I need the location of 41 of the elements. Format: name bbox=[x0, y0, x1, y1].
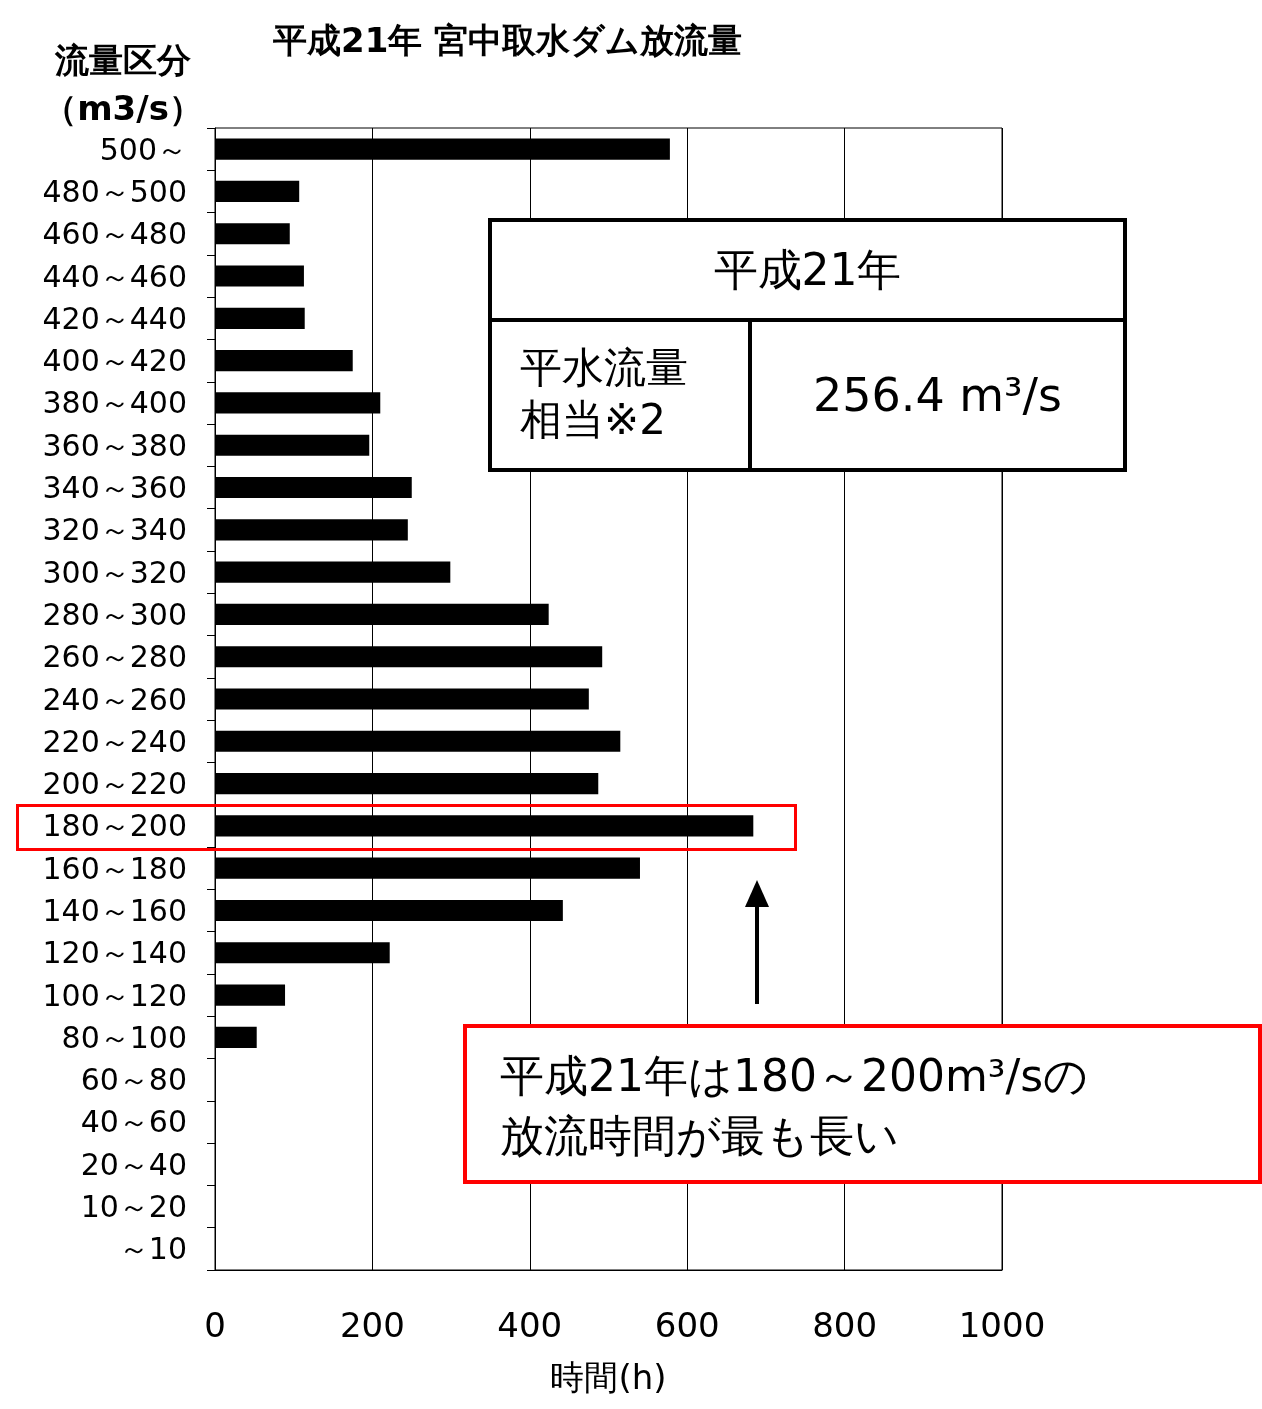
y-tick-label: 220～240 bbox=[42, 723, 187, 759]
y-tick-label: 280～300 bbox=[42, 596, 187, 632]
y-tick-label: 160～180 bbox=[42, 850, 187, 886]
y-tick-label: 40～60 bbox=[80, 1104, 187, 1140]
x-tick-label: 600 bbox=[654, 1305, 720, 1345]
y-axis-title: 流量区分（m3/s） bbox=[42, 39, 204, 130]
y-tick-label: 360～380 bbox=[42, 427, 187, 463]
x-tick-label: 1000 bbox=[958, 1305, 1046, 1345]
chart-title: 平成21年 宮中取水ダム放流量 bbox=[272, 20, 743, 60]
y-tick-label: 200～220 bbox=[42, 766, 187, 802]
x-tick-label: 0 bbox=[204, 1305, 226, 1345]
x-tick-label: 400 bbox=[497, 1305, 563, 1345]
y-tick-label: 380～400 bbox=[42, 385, 187, 421]
y-tick-label: 260～280 bbox=[42, 639, 187, 675]
y-tick-label: 480～500 bbox=[42, 173, 187, 209]
y-tick-label: 400～420 bbox=[42, 343, 187, 379]
x-axis-title: 時間(h) bbox=[550, 1357, 667, 1397]
y-tick-label: 10～20 bbox=[80, 1189, 187, 1225]
summary-table: 平成21年 平水流量相当※2 256.4 m³/s bbox=[488, 218, 1127, 472]
annotation: 平成21年は180～200m³/sの放流時間が最も長い bbox=[500, 1049, 1090, 1163]
y-tick-label: 320～340 bbox=[42, 512, 187, 548]
y-tick-label: 460～480 bbox=[42, 216, 187, 252]
y-tick-label: 240～260 bbox=[42, 681, 187, 717]
annotation: 平水流量相当※2 bbox=[520, 342, 689, 446]
y-tick-label: 300～320 bbox=[42, 554, 187, 590]
y-tick-label: 500～ bbox=[99, 131, 187, 167]
y-tick-label: 180～200 bbox=[42, 808, 187, 844]
y-tick-label: 340～360 bbox=[42, 470, 187, 506]
y-tick-label: 440～460 bbox=[42, 258, 187, 294]
x-tick-label: 800 bbox=[812, 1305, 878, 1345]
y-tick-label: ～10 bbox=[118, 1231, 187, 1267]
annotation: 平成21年 bbox=[492, 222, 1123, 318]
y-tick-label: 60～80 bbox=[80, 1062, 187, 1098]
y-tick-label: 100～120 bbox=[42, 977, 187, 1013]
y-tick-label: 420～440 bbox=[42, 300, 187, 336]
y-tick-label: 140～160 bbox=[42, 892, 187, 928]
x-tick-label: 200 bbox=[339, 1305, 405, 1345]
y-tick-label: 80～100 bbox=[61, 1019, 187, 1055]
annotation: 256.4 m³/s bbox=[752, 322, 1123, 468]
y-tick-label: 120～140 bbox=[42, 935, 187, 971]
y-tick-label: 20～40 bbox=[80, 1146, 187, 1182]
